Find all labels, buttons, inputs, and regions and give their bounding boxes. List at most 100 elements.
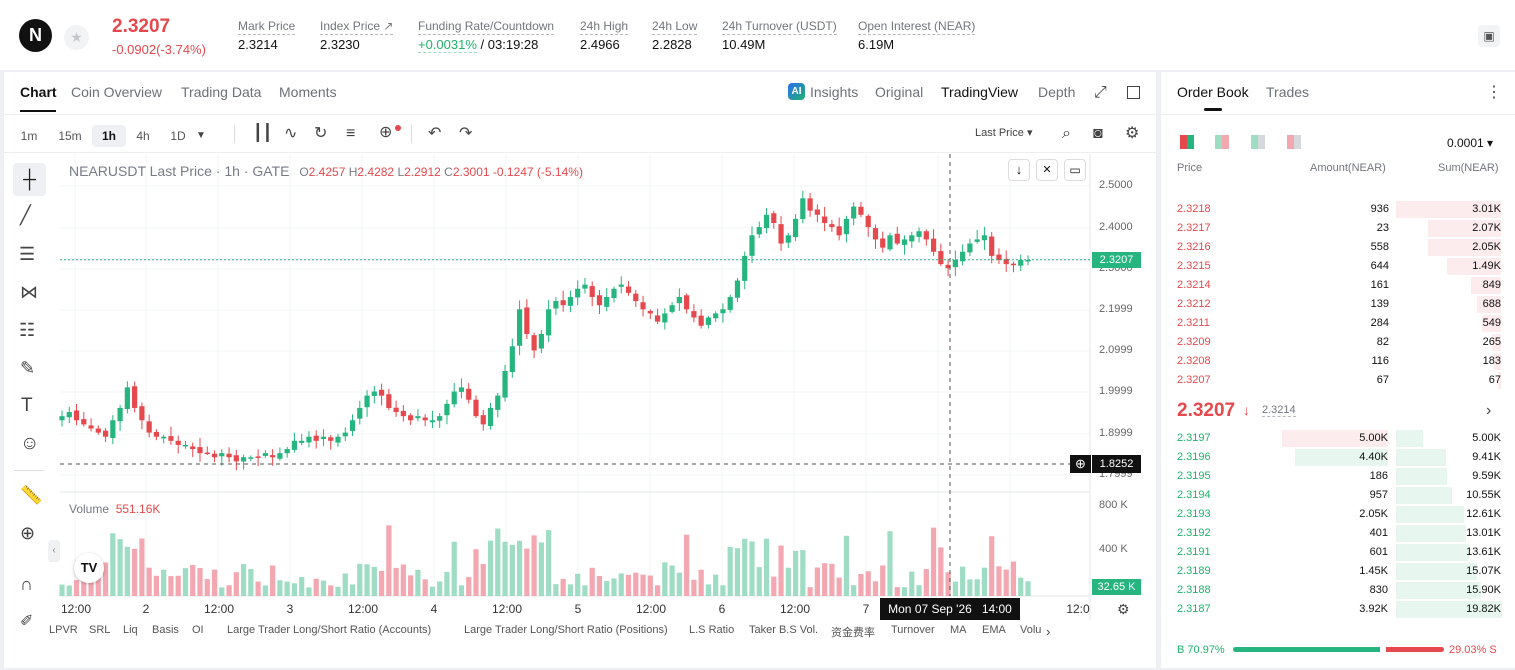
view-asks-icon[interactable] <box>1287 135 1301 149</box>
volume-bar <box>306 587 312 596</box>
window-icon[interactable] <box>1127 86 1140 99</box>
view-depth[interactable]: Depth <box>1038 84 1076 100</box>
volume-bar <box>974 579 980 596</box>
emoji-tool-icon[interactable]: ☺ <box>20 433 40 454</box>
view-tradingview[interactable]: TradingView <box>941 84 1019 100</box>
indicator-tab[interactable]: OI <box>192 624 204 636</box>
ask-row[interactable]: 2.3207 67 67 <box>1161 371 1515 390</box>
view-both-icon[interactable] <box>1180 135 1194 149</box>
bid-row[interactable]: 2.3187 3.92K 19.82K <box>1161 600 1515 619</box>
tab-order-book[interactable]: Order Book <box>1177 84 1249 100</box>
text-tool-icon[interactable]: T <box>21 395 33 416</box>
pencil-icon[interactable]: ✐ <box>20 613 34 630</box>
candle-body <box>175 440 181 445</box>
fullscreen-icon[interactable]: ⤢ <box>1094 84 1107 101</box>
axis-settings-icon[interactable]: ⚙ <box>1117 601 1130 617</box>
crosshair-tool[interactable]: ┼ <box>13 163 46 196</box>
tab-chart[interactable]: Chart <box>20 84 57 100</box>
col-sum: Sum(NEAR) <box>1438 162 1499 174</box>
bid-row[interactable]: 2.3192 401 13.01K <box>1161 524 1515 543</box>
ask-row[interactable]: 2.3216 558 2.05K <box>1161 238 1515 257</box>
brush-tool-icon[interactable]: ✎ <box>20 358 36 378</box>
scroll-down-button[interactable]: ↓ <box>1008 159 1030 181</box>
favorite-star-icon[interactable]: ★ <box>64 25 89 50</box>
bid-row[interactable]: 2.3196 4.40K 9.41K <box>1161 448 1515 467</box>
candle-type-icon[interactable]: ┃┃ <box>253 125 273 142</box>
ask-row[interactable]: 2.3211 284 549 <box>1161 314 1515 333</box>
view-insights[interactable]: Insights <box>810 84 859 100</box>
view-bids-icon[interactable] <box>1251 135 1265 149</box>
indicators-scroll-right-icon[interactable]: › <box>1046 624 1051 639</box>
indicators-icon[interactable]: ∿ <box>284 125 298 142</box>
price-type-select[interactable]: Last Price ▾ <box>975 127 1033 139</box>
indicator-tab[interactable]: MA <box>950 624 967 636</box>
ruler-tool-icon[interactable]: 📏 <box>20 485 43 505</box>
more-menu-icon[interactable]: ⋮ <box>1486 84 1502 101</box>
timeframe-15m[interactable]: 15m <box>58 129 82 143</box>
tab-trading-data[interactable]: Trading Data <box>181 84 262 100</box>
indicator-tab[interactable]: Liq <box>123 624 138 636</box>
ask-row[interactable]: 2.3212 139 688 <box>1161 295 1515 314</box>
indicator-tab[interactable]: Large Trader Long/Short Ratio (Accounts) <box>227 624 432 636</box>
bid-row[interactable]: 2.3197 5.00K 5.00K <box>1161 429 1515 448</box>
fib-tool-icon[interactable]: ☷ <box>19 320 36 340</box>
bid-row[interactable]: 2.3189 1.45K 15.07K <box>1161 562 1515 581</box>
compare-icon[interactable]: ↻ <box>314 125 328 142</box>
view-original[interactable]: Original <box>875 84 924 100</box>
tab-trades[interactable]: Trades <box>1266 84 1310 100</box>
indicator-tab[interactable]: Basis <box>152 624 179 636</box>
ask-row[interactable]: 2.3215 644 1.49K <box>1161 257 1515 276</box>
bid-amount: 1.45K <box>1359 565 1388 577</box>
gear-icon[interactable]: ⚙ <box>1125 125 1140 142</box>
bid-row[interactable]: 2.3194 957 10.55K <box>1161 486 1515 505</box>
horizontal-lines-tool-icon[interactable]: ☰ <box>19 244 36 264</box>
collapse-toolbar-handle[interactable]: ‹ <box>48 540 60 562</box>
tab-coin-overview[interactable]: Coin Overview <box>71 84 163 100</box>
timeframe-1h[interactable]: 1h <box>92 125 126 147</box>
bid-row[interactable]: 2.3193 2.05K 12.61K <box>1161 505 1515 524</box>
candle-body <box>974 239 980 242</box>
bid-row[interactable]: 2.3195 186 9.59K <box>1161 467 1515 486</box>
timeframe-1d[interactable]: 1D <box>170 129 186 143</box>
indicator-tab[interactable]: Volu <box>1020 624 1042 636</box>
ask-row[interactable]: 2.3208 116 183 <box>1161 352 1515 371</box>
search-icon[interactable]: ⌕ <box>1062 125 1071 142</box>
indicator-tab[interactable]: Large Trader Long/Short Ratio (Positions… <box>464 624 668 636</box>
indicator-tab[interactable]: SRL <box>89 624 111 636</box>
trendline-tool-icon[interactable]: ╱ <box>20 205 31 225</box>
timeframe-1m[interactable]: 1m <box>20 129 38 143</box>
maximize-pane-button[interactable]: ▭ <box>1064 159 1086 181</box>
indicator-tab[interactable]: LPVR <box>49 624 78 636</box>
templates-icon[interactable]: ≡ <box>346 125 356 142</box>
chevron-right-icon[interactable]: › <box>1486 402 1492 419</box>
add-indicator-icon[interactable]: ⊕ <box>379 124 393 141</box>
magnet-icon[interactable]: ∩ <box>20 574 33 594</box>
redo-icon[interactable]: ↷ <box>459 125 473 142</box>
volume-bar <box>749 541 755 596</box>
indicator-tab[interactable]: L.S Ratio <box>689 624 735 636</box>
settings-panel-icon[interactable]: ▣ <box>1478 25 1500 47</box>
tab-moments[interactable]: Moments <box>279 84 337 100</box>
candle-body <box>538 333 544 349</box>
ask-row[interactable]: 2.3217 23 2.07K <box>1161 219 1515 238</box>
bid-row[interactable]: 2.3188 830 15.90K <box>1161 581 1515 600</box>
undo-icon[interactable]: ↶ <box>428 125 442 142</box>
ask-row[interactable]: 2.3218 936 3.01K <box>1161 200 1515 219</box>
ask-row[interactable]: 2.3209 82 265 <box>1161 333 1515 352</box>
collapse-pane-button[interactable]: ✕ <box>1036 159 1058 181</box>
indicator-tab[interactable]: EMA <box>982 624 1006 636</box>
camera-icon[interactable]: ◙ <box>1093 125 1103 142</box>
indicator-tab[interactable]: Turnover <box>891 624 935 636</box>
timeframe-4h[interactable]: 4h <box>136 129 150 143</box>
zoom-in-icon[interactable]: ⊕ <box>20 523 36 543</box>
indicator-tab[interactable]: Taker B.S Vol. <box>749 624 819 636</box>
interval-dropdown-icon[interactable]: ▼ <box>196 130 206 141</box>
ask-row[interactable]: 2.3214 161 849 <box>1161 276 1515 295</box>
bid-row[interactable]: 2.3191 601 13.61K <box>1161 543 1515 562</box>
add-alert-icon[interactable]: ⊕ <box>1070 455 1091 473</box>
view-both-alt-icon[interactable] <box>1215 135 1229 149</box>
indicator-tab[interactable]: 资金费率 <box>831 627 875 639</box>
precision-select[interactable]: 0.0001 ▾ <box>1447 136 1494 150</box>
pattern-tool-icon[interactable]: ⋈ <box>20 282 38 302</box>
